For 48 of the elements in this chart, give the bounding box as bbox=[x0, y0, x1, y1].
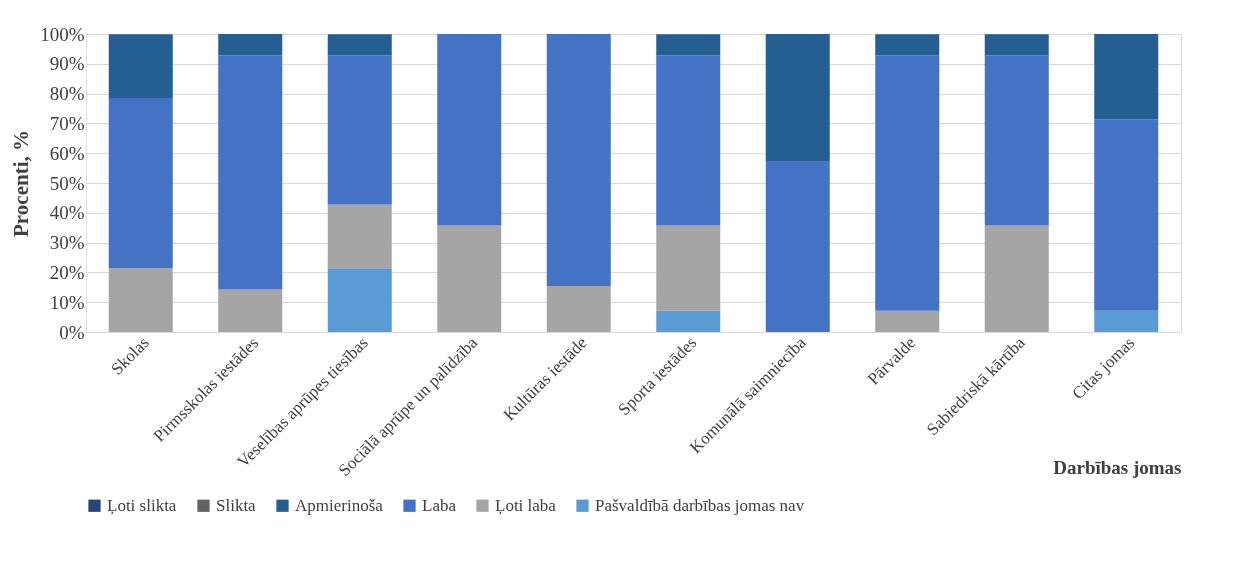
y-tick-label: 70% bbox=[49, 112, 85, 134]
y-tick-label: 30% bbox=[49, 232, 85, 254]
bar bbox=[108, 268, 173, 332]
bar bbox=[875, 310, 940, 332]
bar bbox=[765, 34, 830, 162]
y-tick-label: 80% bbox=[49, 83, 85, 105]
legend-label: Apmierinoša bbox=[295, 495, 384, 515]
y-tick-label: 60% bbox=[49, 142, 85, 164]
bar bbox=[1094, 119, 1159, 311]
y-tick-label: 20% bbox=[49, 261, 85, 283]
bar bbox=[765, 161, 830, 332]
bar bbox=[984, 225, 1049, 332]
bar bbox=[218, 289, 283, 332]
bar bbox=[437, 34, 502, 226]
bar bbox=[108, 34, 173, 99]
bar bbox=[875, 55, 940, 311]
legend-label: Ļoti laba bbox=[495, 495, 557, 515]
y-tick-label: 90% bbox=[49, 53, 85, 75]
y-tick-label: 40% bbox=[49, 202, 85, 224]
bar bbox=[1094, 310, 1159, 332]
bar bbox=[656, 55, 721, 226]
bar bbox=[1094, 34, 1159, 120]
y-tick-label: 50% bbox=[49, 172, 85, 194]
bar bbox=[218, 55, 283, 290]
bar bbox=[218, 34, 283, 56]
bar bbox=[984, 34, 1049, 56]
y-tick-label: 0% bbox=[59, 321, 85, 343]
bar bbox=[437, 225, 502, 332]
bar bbox=[546, 34, 611, 287]
bar bbox=[327, 55, 392, 205]
y-axis-title: Procenti, % bbox=[9, 130, 34, 237]
legend-label: Pašvaldībā darbības jomas nav bbox=[595, 495, 805, 515]
bar bbox=[875, 34, 940, 56]
bar bbox=[327, 268, 392, 332]
y-tick-label: 10% bbox=[49, 291, 85, 313]
bar bbox=[327, 34, 392, 56]
bar bbox=[656, 34, 721, 56]
legend-label: Ļoti slikta bbox=[107, 495, 177, 515]
x-axis-title: Darbības jomas bbox=[1053, 456, 1182, 478]
legend-label: Slikta bbox=[216, 495, 257, 515]
bar bbox=[656, 310, 721, 332]
bar bbox=[108, 98, 173, 269]
bar bbox=[984, 55, 1049, 226]
legend-label: Laba bbox=[422, 495, 457, 515]
bar bbox=[327, 204, 392, 269]
bar bbox=[546, 286, 611, 332]
y-tick-label: 100% bbox=[40, 23, 85, 45]
bar bbox=[656, 225, 721, 311]
